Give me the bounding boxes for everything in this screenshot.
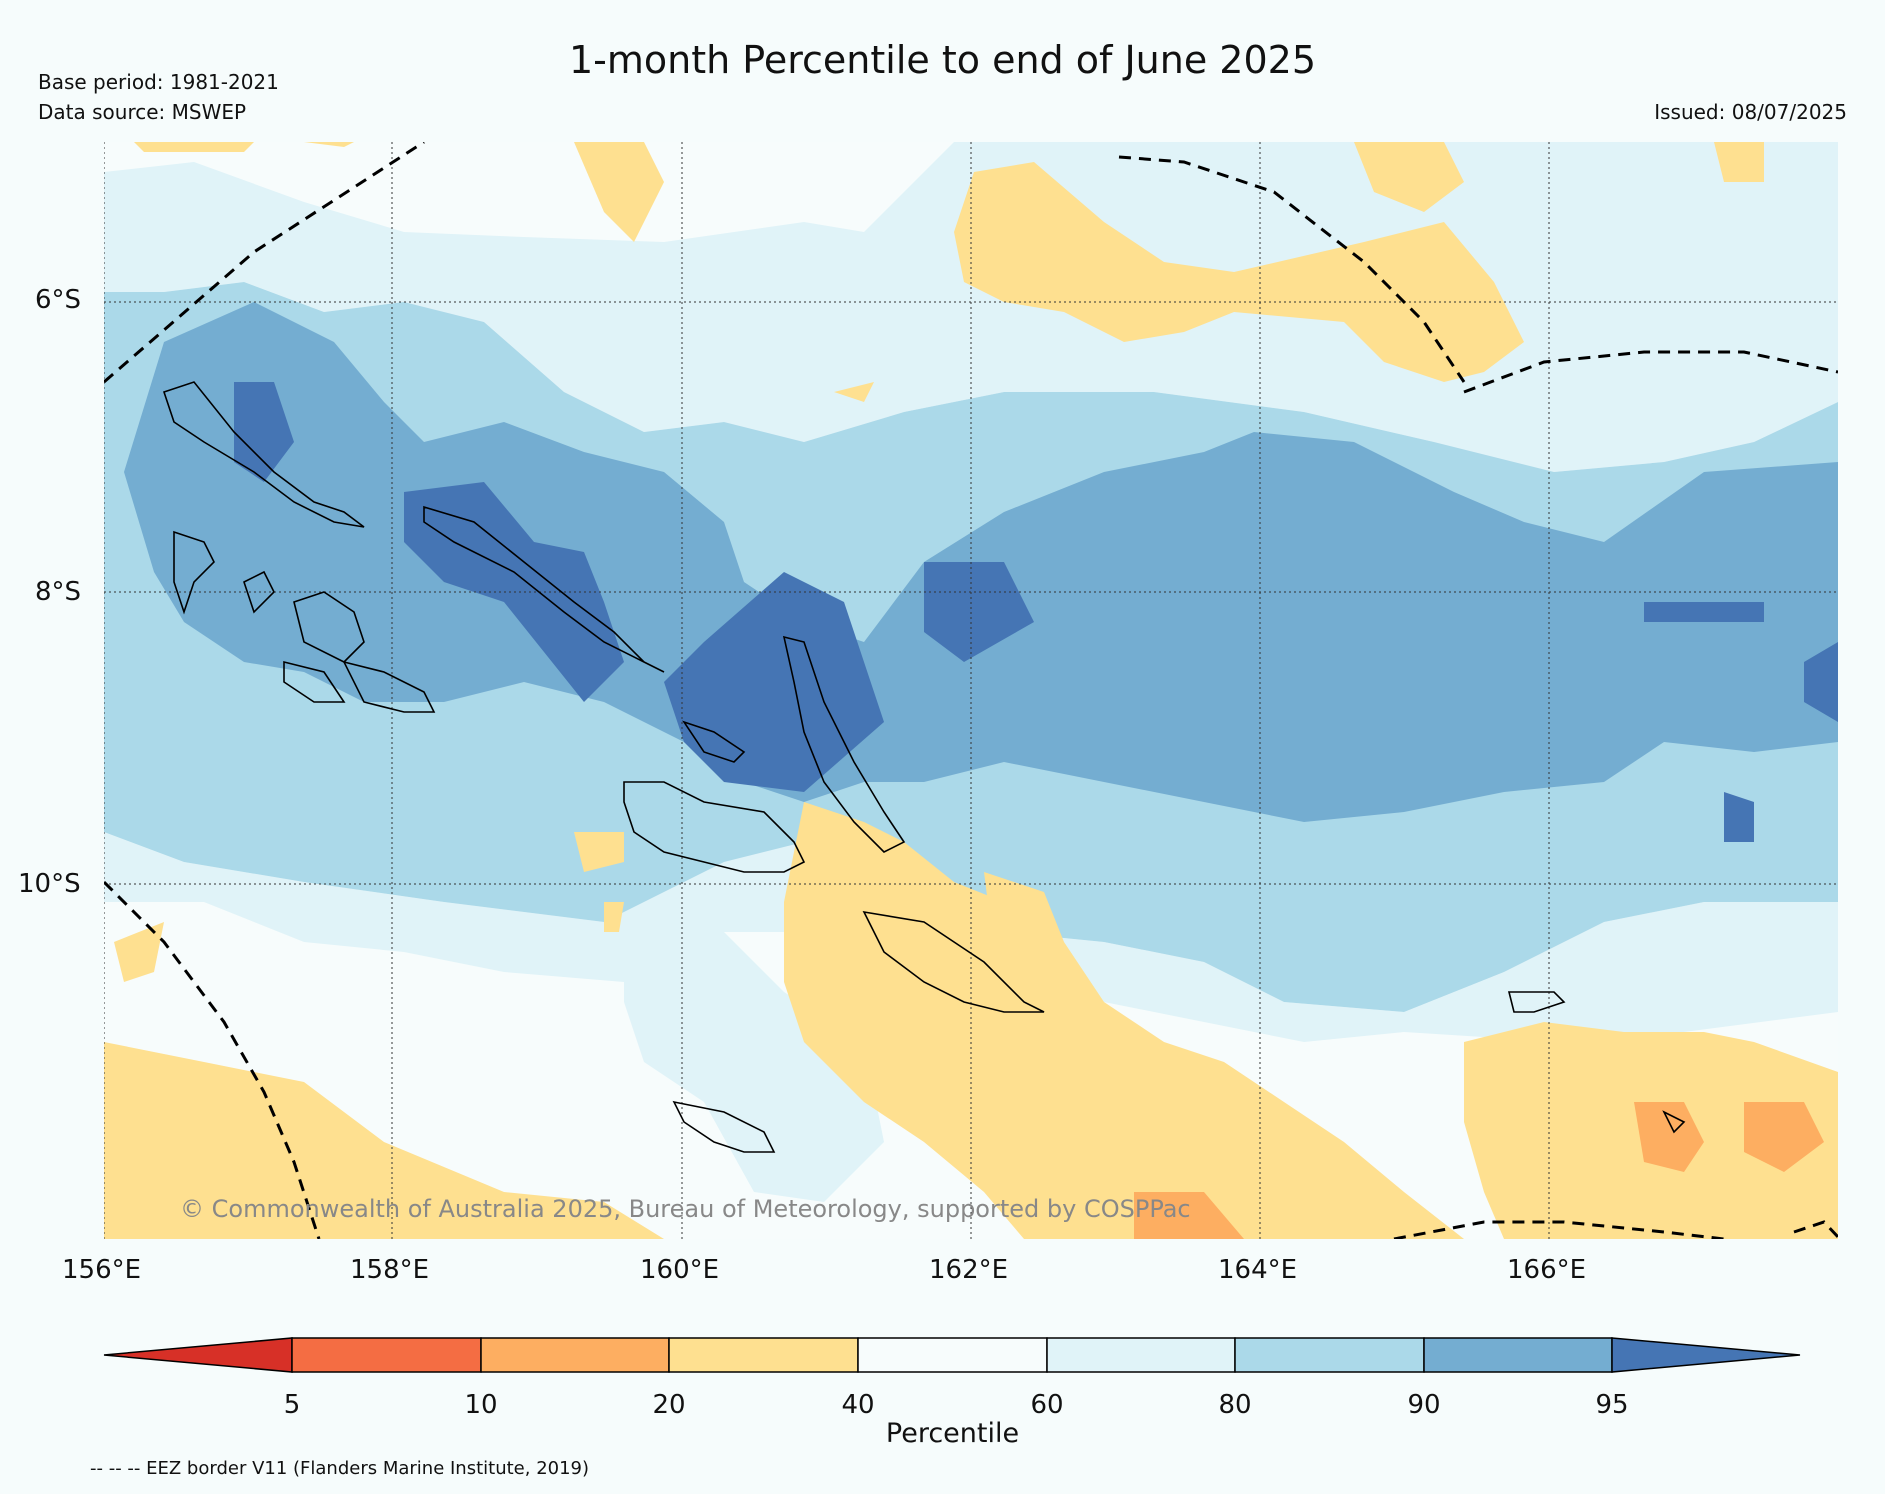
colorbar-tick: 60 (1030, 1390, 1064, 1420)
percentile-map (104, 142, 1838, 1239)
map-canvas (104, 142, 1838, 1239)
map-gridlines (104, 142, 1838, 1239)
colorbar-tick: 5 (283, 1390, 301, 1420)
percentile-band-20-40 (954, 162, 1524, 382)
colorbar-tick: 10 (464, 1390, 498, 1420)
lat-label-8s: 8°S (35, 577, 82, 607)
copyright-watermark: © Commonwealth of Australia 2025, Bureau… (180, 1195, 1191, 1223)
percentile-band-10-20 (1634, 1102, 1704, 1172)
lon-label-166e: 166°E (1507, 1255, 1587, 1285)
issued-date-text: Issued: 08/07/2025 (1654, 100, 1847, 124)
colorbar-tick: 80 (1218, 1390, 1252, 1420)
lon-label-156e: 156°E (62, 1255, 142, 1285)
lon-label-164e: 164°E (1218, 1255, 1298, 1285)
colorbar-tick: 40 (841, 1390, 875, 1420)
lon-label-160e: 160°E (640, 1255, 720, 1285)
eez-legend-note: -- -- -- EEZ border V11 (Flanders Marine… (90, 1458, 590, 1479)
base-period-text: Base period: 1981-2021 (38, 70, 279, 94)
data-source-text: Data source: MSWEP (38, 100, 247, 124)
lon-label-158e: 158°E (350, 1255, 430, 1285)
coastlines (162, 381, 1686, 1153)
lat-label-10s: 10°S (18, 869, 81, 899)
eez-borders (104, 142, 1838, 1239)
colorbar-tick: 95 (1595, 1390, 1629, 1420)
map-title: 1-month Percentile to end of June 2025 (569, 38, 1316, 82)
colorbar-tick: 90 (1407, 1390, 1441, 1420)
percentile-colorbar (100, 1330, 1810, 1384)
percentile-band-above-95 (234, 382, 294, 482)
lat-label-6s: 6°S (35, 285, 82, 315)
colorbar-label: Percentile (885, 1418, 1020, 1449)
lon-label-162e: 162°E (929, 1255, 1009, 1285)
colorbar-tick: 20 (652, 1390, 686, 1420)
